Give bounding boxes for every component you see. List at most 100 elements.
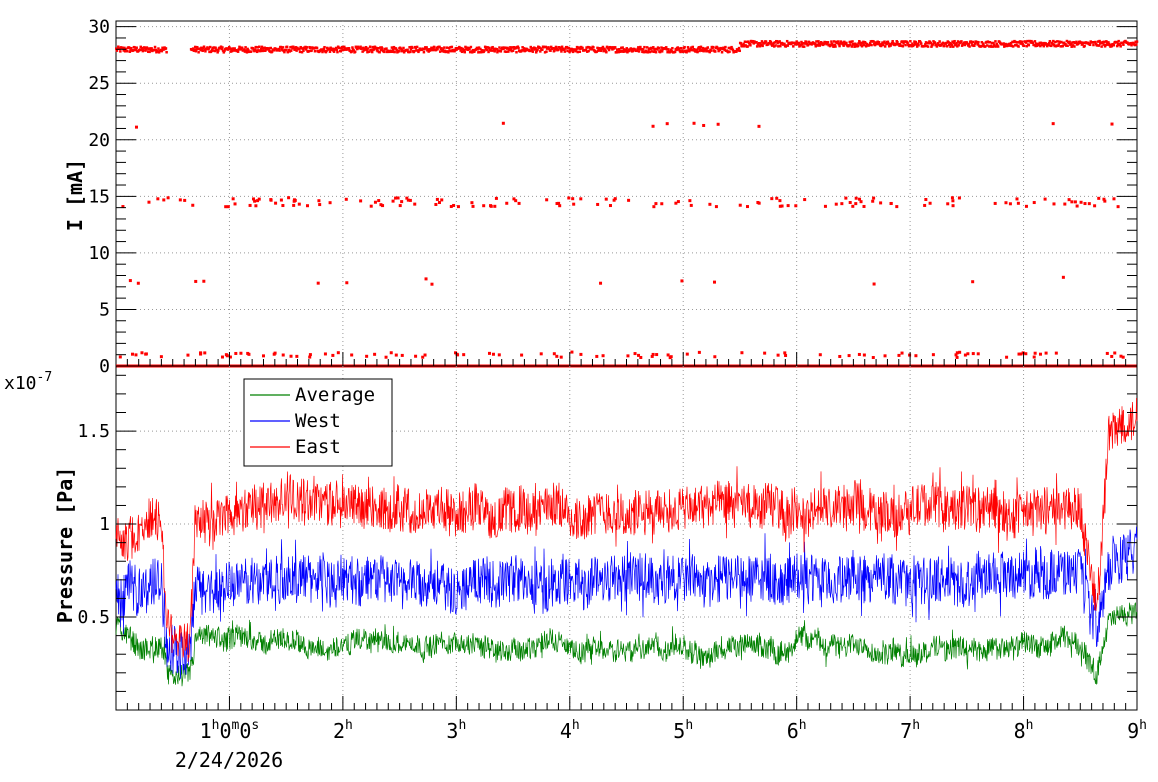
pressure-y-axis-title: Pressure [Pa] (53, 467, 77, 624)
current-point (621, 46, 624, 49)
current-point (883, 40, 886, 43)
current-point (1062, 41, 1066, 45)
current-point (832, 45, 835, 48)
current-point (196, 47, 200, 51)
current-point (1030, 39, 1033, 43)
current-point (334, 47, 337, 51)
current-point (402, 46, 405, 50)
current-point (511, 46, 514, 49)
current-point (443, 46, 446, 49)
current-point (706, 46, 709, 49)
current-point (430, 46, 433, 50)
current-outlier-point (308, 355, 312, 359)
current-point (889, 44, 892, 47)
current-outlier-point (1083, 202, 1087, 206)
current-point (227, 47, 230, 50)
current-point (370, 48, 373, 52)
current-point (930, 45, 933, 48)
current-point (534, 51, 538, 54)
current-point (1056, 44, 1060, 47)
current-point (955, 42, 958, 45)
current-outlier-point (381, 204, 385, 208)
current-outlier-point (162, 198, 166, 202)
current-point (586, 50, 589, 53)
current-point (945, 41, 948, 45)
current-outlier-point (756, 200, 760, 204)
current-point (813, 42, 817, 46)
current-point (475, 46, 479, 50)
current-point (298, 50, 302, 54)
current-outlier-point (369, 204, 373, 208)
current-point (362, 49, 366, 52)
current-point (926, 45, 930, 48)
current-outlier-point (1110, 354, 1114, 358)
current-point (619, 50, 622, 53)
x-tick-label: 9h (1127, 718, 1147, 743)
current-point (567, 46, 571, 50)
current-outlier-point (389, 351, 393, 355)
current-point (761, 44, 764, 48)
current-point (864, 45, 868, 48)
current-outlier-point (1024, 204, 1028, 208)
current-point (1094, 40, 1097, 44)
current-point (511, 49, 515, 52)
current-point (549, 45, 553, 49)
current-outlier-point (872, 196, 876, 200)
current-point (261, 49, 264, 53)
current-point (783, 42, 786, 46)
current-point (652, 46, 655, 49)
current-point (213, 49, 217, 53)
current-point (154, 48, 157, 52)
current-point (517, 46, 520, 50)
current-point (212, 49, 215, 52)
current-point (1066, 44, 1069, 48)
current-point (743, 45, 746, 48)
current-outlier-point (604, 197, 608, 201)
current-point (745, 40, 748, 44)
current-outlier-point (336, 351, 340, 355)
current-point (129, 48, 132, 51)
current-point (685, 50, 688, 54)
current-point (277, 47, 281, 51)
current-point (335, 48, 339, 52)
x-tick-label: 2h (333, 718, 353, 743)
current-point (1098, 39, 1101, 43)
current-point (148, 50, 151, 54)
current-point (1053, 44, 1056, 48)
current-outlier-point (373, 352, 377, 356)
current-point (450, 45, 454, 49)
current-outlier-point (555, 202, 559, 206)
current-outlier-point (1015, 197, 1019, 201)
current-point (1052, 43, 1056, 46)
current-outlier-point (226, 205, 230, 209)
current-point (153, 45, 157, 49)
current-point (123, 46, 126, 50)
current-outlier-point (1044, 351, 1048, 355)
current-point (968, 45, 971, 48)
current-outlier-point (1070, 200, 1074, 204)
current-point (483, 45, 487, 49)
current-outlier-point (297, 202, 301, 206)
current-point (669, 50, 672, 54)
current-point (927, 41, 930, 45)
current-point (328, 50, 332, 53)
current-point (294, 47, 297, 50)
legend-label-west: West (295, 410, 341, 432)
current-point (429, 48, 432, 51)
current-point (485, 48, 489, 52)
current-point (681, 50, 685, 53)
current-point (493, 50, 496, 53)
current-point (129, 46, 133, 50)
current-point (505, 50, 508, 54)
current-point (468, 50, 472, 54)
current-point (793, 41, 796, 45)
current-point (118, 47, 121, 50)
current-point (622, 50, 625, 53)
current-point (747, 40, 750, 43)
current-point (917, 44, 920, 47)
current-point (858, 40, 861, 43)
current-outlier-point (557, 201, 561, 205)
current-point (821, 42, 824, 45)
current-point (315, 46, 319, 50)
current-point (951, 40, 954, 43)
